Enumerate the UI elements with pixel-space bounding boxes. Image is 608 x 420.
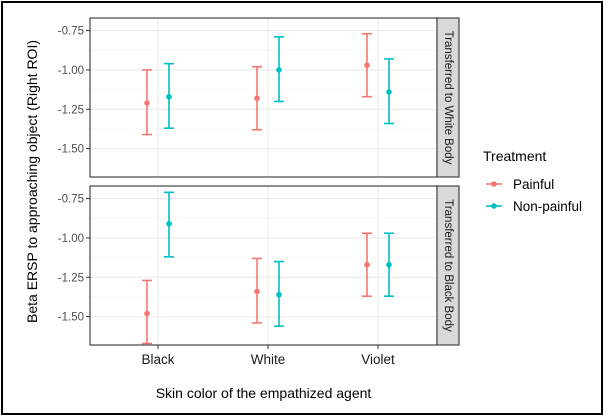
x-axis-title: Skin color of the empathized agent [156,385,372,401]
y-tick-label: -1.50 [58,312,84,324]
point-painful [254,288,260,295]
y-axis-title: Beta ERSP to approaching object (Right R… [24,40,40,323]
legend-key-point [491,181,497,187]
x-tick-label: White [251,352,286,367]
point-painful [254,95,260,102]
facet-strip [436,185,460,346]
y-tick-label: -1.25 [58,272,84,284]
facet-strip [436,17,460,178]
y-tick-label: -1.25 [58,104,84,116]
point-non-painful [276,67,282,73]
point-non-painful [166,93,172,100]
point-painful [364,62,370,69]
point-non-painful [386,89,392,95]
legend-entry-painful: Painful [513,177,554,192]
facet-strip-label: Transferred to White Body [442,31,454,165]
panel-border [89,17,438,178]
y-tick-label: -0.75 [58,26,84,38]
facet-strip-label: Transferred to Black Body [442,199,454,332]
point-non-painful [276,291,282,298]
y-tick-label: -1.00 [58,233,84,245]
point-non-painful [386,261,392,268]
panel-border [89,185,438,346]
legend: Treatment Painful Non-painful [483,148,582,214]
x-axis: Black White Violet [141,345,395,367]
facet-panel-2: -0.75 -1.00 -1.25 -1.50 Transferred to Black… [58,185,460,346]
y-tick-label: -0.75 [58,194,84,206]
legend-key-point [491,203,497,209]
point-painful [144,310,150,317]
facets-layer: -0.75 -1.00 -1.25 -1.50 Transferred to White… [58,17,460,346]
point-painful [364,261,370,268]
y-tick-label: -1.50 [58,144,84,156]
y-tick-label: -1.00 [58,65,84,77]
legend-title: Treatment [483,148,546,164]
x-tick-label: Violet [361,352,395,367]
legend-entry-non-painful: Non-painful [513,199,582,214]
point-painful [144,100,150,106]
facet-panel-1: -0.75 -1.00 -1.25 -1.50 Transferred to White… [58,17,460,178]
x-tick-label: Black [141,352,174,367]
point-non-painful [166,220,172,227]
